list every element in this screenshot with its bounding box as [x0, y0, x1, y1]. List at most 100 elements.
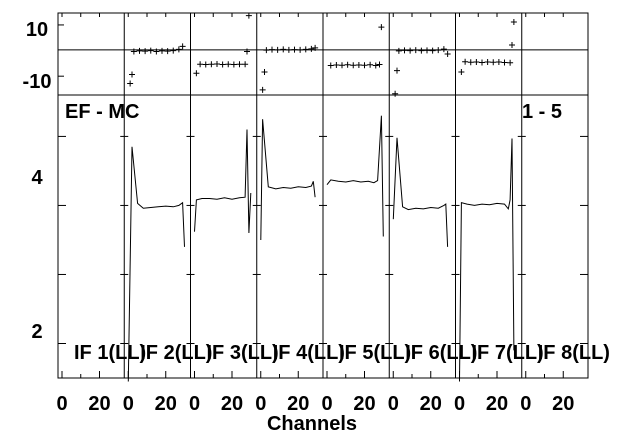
if-label-6: IF 6(LL) — [405, 342, 477, 364]
residual-marker — [484, 58, 491, 65]
residual-markers — [127, 12, 517, 97]
residual-marker — [308, 45, 315, 52]
main-ytick-label-4: 4 — [31, 167, 43, 189]
residual-marker — [175, 46, 182, 53]
main-ytick-label-2: 2 — [31, 321, 42, 343]
residual-marker — [407, 47, 414, 54]
residual-marker — [440, 46, 447, 53]
residual-marker — [367, 61, 374, 68]
if-label-8: IF 8(LL) — [538, 342, 610, 364]
residual-marker — [458, 68, 465, 75]
residual-group-4 — [259, 44, 319, 93]
panel-title-left: EF - MC — [65, 101, 139, 123]
residual-marker — [242, 61, 249, 68]
x-tick-label-0: 0 — [520, 393, 531, 415]
if-labels: IF 1(LL)IF 2(LL)IF 3(LL)IF 4(LL)IF 5(LL)… — [74, 342, 610, 364]
x-tick-label-0: 0 — [388, 393, 399, 415]
x-tick-label-20: 20 — [552, 393, 574, 415]
residual-marker — [350, 62, 357, 69]
residual-marker — [507, 59, 514, 66]
x-tick-label-20: 20 — [353, 393, 375, 415]
residual-marker — [261, 68, 268, 75]
data-series — [127, 115, 515, 382]
residual-marker — [302, 46, 309, 53]
residual-marker — [225, 61, 232, 68]
residual-marker — [378, 24, 385, 31]
residual-marker — [236, 61, 243, 68]
x-tick-label-0: 0 — [189, 393, 200, 415]
series-line-5 — [326, 115, 384, 237]
residual-marker — [285, 46, 292, 53]
x-tick-labels: 0 20 0 20 0 20 0 20 0 20 0 20 0 20 0 20 — [56, 393, 574, 415]
if-label-2: IF 2(LL) — [140, 342, 212, 364]
residual-marker — [130, 48, 137, 55]
resid-ytick-label-top: 10 — [26, 19, 48, 41]
x-tick-label-0: 0 — [255, 393, 266, 415]
residual-marker — [372, 62, 379, 69]
x-tick-label-0: 0 — [123, 393, 134, 415]
residual-group-6 — [392, 46, 451, 97]
residual-marker — [136, 47, 143, 54]
residual-marker — [490, 59, 497, 66]
residual-marker — [214, 60, 220, 67]
residual-marker — [274, 46, 281, 53]
residual-marker — [435, 47, 442, 54]
residual-marker — [219, 61, 226, 68]
residual-marker — [142, 48, 149, 55]
if-label-1: IF 1(LL) — [74, 342, 146, 364]
residual-marker — [153, 48, 160, 55]
residual-marker — [412, 47, 419, 54]
if-label-4: IF 4(LL) — [273, 342, 345, 364]
residual-marker — [147, 47, 154, 54]
panel-frames — [57, 12, 589, 379]
residual-marker — [509, 42, 515, 49]
residual-marker — [269, 46, 275, 53]
x-tick-label-20: 20 — [155, 393, 177, 415]
if-label-5: IF 5(LL) — [339, 342, 411, 364]
x-axis-title: Channels — [267, 413, 357, 434]
if-label-7: IF 7(LL) — [472, 342, 544, 364]
if-label-3: IF 3(LL) — [207, 342, 279, 364]
residual-marker — [394, 67, 400, 74]
residual-marker — [462, 58, 469, 65]
x-tick-label-20: 20 — [287, 393, 309, 415]
residual-marker — [333, 62, 340, 69]
residual-marker — [510, 18, 517, 25]
residual-marker — [355, 62, 362, 69]
x-tick-label-0: 0 — [56, 393, 67, 415]
residual-marker — [424, 47, 430, 54]
panel-title-right: 1 - 5 — [522, 101, 562, 123]
residual-marker — [501, 59, 508, 66]
residual-marker — [418, 47, 425, 54]
residual-marker — [280, 46, 287, 53]
residual-marker — [297, 46, 304, 53]
residual-marker — [467, 59, 474, 66]
residual-marker — [164, 48, 171, 55]
residual-group-2 — [127, 43, 186, 87]
residual-marker — [263, 47, 270, 54]
residual-marker — [208, 61, 215, 68]
residual-marker — [193, 70, 200, 77]
residual-group-7 — [458, 18, 517, 75]
series-line-2 — [127, 146, 185, 382]
series-line-6 — [392, 137, 449, 247]
residual-marker — [376, 61, 383, 68]
residual-marker — [344, 61, 351, 68]
residual-marker — [245, 12, 252, 19]
series-line-4 — [260, 119, 316, 241]
x-tick-label-20: 20 — [420, 393, 442, 415]
resid-ytick-label-bottom: -10 — [23, 71, 52, 93]
residual-marker — [401, 47, 408, 54]
residual-marker — [395, 47, 402, 54]
residual-group-5 — [327, 24, 385, 69]
x-tick-label-0: 0 — [321, 393, 332, 415]
residual-marker — [327, 62, 334, 69]
residual-marker — [197, 61, 204, 68]
residual-marker — [202, 61, 209, 68]
residual-marker — [392, 90, 399, 97]
residual-marker — [291, 46, 298, 53]
x-tick-label-20: 20 — [88, 393, 110, 415]
residual-marker — [230, 61, 237, 68]
residual-group-3 — [193, 12, 252, 77]
